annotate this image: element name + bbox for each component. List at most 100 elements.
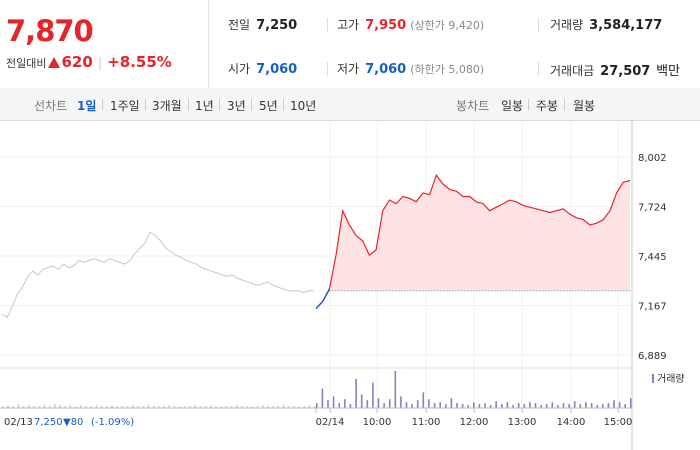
volume-bar (236, 405, 238, 408)
volume-bar (163, 406, 165, 408)
candle-daily[interactable]: 일봉 (501, 99, 524, 113)
volume-bar (2, 406, 4, 408)
volume-bar (349, 404, 352, 408)
volume-bar (585, 402, 587, 408)
volume-bar (173, 406, 176, 408)
volume-cell: 거래량 3,584,177 (550, 16, 662, 33)
today-line-up (328, 173, 631, 290)
range-3m[interactable]: 3개월 (152, 99, 182, 113)
volume-bar (132, 405, 134, 408)
volume-bar (316, 403, 318, 408)
volume-bar (126, 406, 129, 408)
volume-bar (43, 405, 46, 408)
trade-amount-unit: 백만 (656, 64, 681, 79)
volume-bar (450, 398, 453, 408)
open-label: 시가 (228, 62, 251, 76)
volume-bar (478, 404, 481, 408)
volume-bar (534, 403, 537, 408)
volume-bar (28, 405, 30, 408)
range-1y[interactable]: 1년 (195, 99, 214, 113)
divider (219, 99, 220, 110)
volume-bar (383, 403, 385, 408)
volume-bar (405, 402, 408, 408)
range-1d[interactable]: 1일 (77, 99, 97, 113)
volume-bar (189, 406, 191, 408)
volume-bar (199, 406, 202, 408)
volume-bar (630, 398, 632, 408)
volume-bar (568, 404, 570, 408)
divider (283, 99, 284, 110)
volume-bar (59, 405, 61, 408)
volume-bar (95, 405, 98, 408)
volume-bar (7, 405, 9, 408)
volume-bar (416, 400, 419, 408)
divider (145, 99, 146, 110)
volume-bar (523, 404, 526, 408)
volume-bar (573, 401, 576, 408)
volume-bar (366, 400, 369, 408)
range-1w[interactable]: 1주일 (110, 99, 140, 113)
volume-bar (64, 406, 66, 408)
volume-bar (100, 406, 103, 408)
trade-amount-label: 거래대금 (550, 64, 595, 78)
high-cell: 고가 7,950 (상한가 9,420) (337, 16, 484, 33)
volume-bar (461, 404, 464, 408)
range-3y[interactable]: 3년 (227, 99, 246, 113)
y-tick-label: 6,889 (638, 351, 667, 362)
candle-weekly[interactable]: 주봉 (536, 99, 559, 113)
trade-amount-cell: 거래대금 27,507 백만 (550, 60, 680, 79)
divider (188, 99, 189, 110)
volume-label: 거래량 (550, 18, 584, 32)
volume-bar (467, 405, 469, 408)
current-price: 7,870 (6, 14, 94, 48)
volume-bar (12, 406, 14, 408)
up-area-fill (329, 175, 630, 291)
change-divider: | (97, 56, 103, 71)
range-10y[interactable]: 10년 (290, 99, 317, 113)
volume-bar (33, 406, 35, 408)
volume-bar (85, 406, 87, 408)
volume-bar (400, 396, 402, 408)
volume-bar (256, 406, 259, 408)
line-chart-label: 선차트 (34, 99, 68, 113)
prev-change-percent: (-1.09%) (91, 417, 134, 428)
volume-bar (495, 401, 497, 408)
volume-bar (411, 404, 413, 408)
divider (538, 62, 539, 76)
volume-bar (540, 405, 542, 408)
high-value: 7,950 (365, 18, 407, 33)
change-label: 전일대비 (6, 57, 47, 70)
volume-bar (298, 406, 300, 408)
prev-day-line (1, 231, 314, 319)
x-tick-label: 12:00 (460, 417, 489, 428)
volume-bar (445, 404, 447, 408)
volume-bar (277, 406, 280, 408)
divider (538, 18, 539, 32)
volume-bar (456, 403, 458, 408)
volume-bar (529, 402, 531, 408)
volume-legend: 거래량 (657, 373, 685, 385)
volume-bar (579, 404, 582, 408)
volume-bar (517, 403, 520, 408)
volume-bar (433, 403, 436, 408)
divider (564, 99, 565, 110)
volume-value: 3,584,177 (589, 18, 663, 33)
volume-bar (267, 406, 269, 408)
volume-bar (484, 403, 486, 408)
candle-monthly[interactable]: 월봉 (573, 99, 596, 113)
volume-bar (613, 400, 615, 408)
volume-bar (607, 403, 610, 408)
volume-bar (314, 406, 316, 408)
volume-bar (596, 405, 598, 408)
volume-bar (38, 406, 40, 408)
volume-bar (428, 399, 430, 408)
range-5y[interactable]: 5년 (259, 99, 278, 113)
up-triangle-icon (48, 57, 61, 68)
volume-bar (439, 402, 441, 408)
quote-header: 7,870 전일대비 620 | +8.55% 전일 7,250 고가 7,950 (상한가… (0, 0, 700, 89)
volume-bar (422, 392, 425, 408)
volume-bar (332, 396, 335, 408)
prev-close-value: 7,250 (256, 18, 298, 33)
low-label: 저가 (337, 62, 360, 76)
volume-bar (220, 406, 222, 408)
